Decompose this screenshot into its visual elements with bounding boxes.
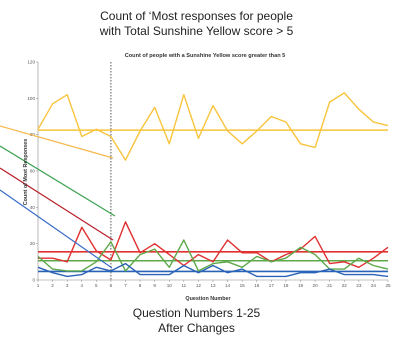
y-tick-label: 20 <box>30 241 36 246</box>
x-tick-label: 2 <box>51 283 54 288</box>
pointer-line-1 <box>0 125 114 159</box>
top-caption-line-1: Count of ‘Most responses for people <box>100 9 293 23</box>
x-tick-label: 23 <box>356 283 362 288</box>
x-tick-label: 24 <box>371 283 377 288</box>
x-tick-label: 13 <box>210 283 216 288</box>
top-caption-line-2: with Total Sunshine Yellow score > 5 <box>99 24 294 38</box>
x-tick-label: 9 <box>153 283 156 288</box>
y-tick-label: 60 <box>30 169 36 174</box>
plot-area: 0204060801001201234567891011121314151617… <box>0 60 391 288</box>
x-tick-label: 16 <box>254 283 260 288</box>
chart-title: Count of people with a Sunshine Yellow s… <box>125 53 286 59</box>
x-tick-label: 21 <box>327 283 333 288</box>
x-tick-label: 17 <box>269 283 275 288</box>
x-axis-label: Question Number <box>185 296 231 302</box>
series-line-2 <box>38 221 389 268</box>
x-tick-label: 8 <box>139 283 142 288</box>
x-tick-label: 6 <box>110 283 113 288</box>
x-tick-label: 14 <box>225 283 231 288</box>
x-tick-label: 18 <box>283 283 289 288</box>
y-tick-label: 40 <box>30 205 36 210</box>
x-tick-label: 19 <box>298 283 304 288</box>
bottom-caption: Question Numbers 1-25 After Changes <box>0 306 393 336</box>
x-tick-label: 12 <box>196 283 202 288</box>
x-tick-label: 22 <box>342 283 348 288</box>
pointer-line-4 <box>0 189 113 269</box>
x-tick-label: 10 <box>167 283 173 288</box>
x-tick-label: 25 <box>385 283 391 288</box>
bottom-caption-line-1: Question Numbers 1-25 <box>132 306 261 320</box>
y-axis-label: Count of Most Responses <box>23 139 29 206</box>
bottom-caption-line-2: After Changes <box>158 321 235 335</box>
y-tick-label: 100 <box>27 96 35 101</box>
series-line-1 <box>37 92 389 161</box>
pointer-line-2 <box>0 145 116 217</box>
x-tick-label: 1 <box>37 283 40 288</box>
x-tick-label: 4 <box>80 283 83 288</box>
x-tick-label: 5 <box>95 283 98 288</box>
x-tick-label: 11 <box>181 283 186 288</box>
top-caption: Count of ‘Most responses for people with… <box>0 9 393 39</box>
x-tick-label: 7 <box>124 283 127 288</box>
x-tick-label: 20 <box>313 283 319 288</box>
pointer-line-3 <box>0 167 114 241</box>
series-line-4 <box>37 262 389 278</box>
y-tick-label: 0 <box>32 278 35 283</box>
x-tick-label: 15 <box>240 283 246 288</box>
x-tick-label: 3 <box>66 283 69 288</box>
y-tick-label: 120 <box>27 60 35 65</box>
